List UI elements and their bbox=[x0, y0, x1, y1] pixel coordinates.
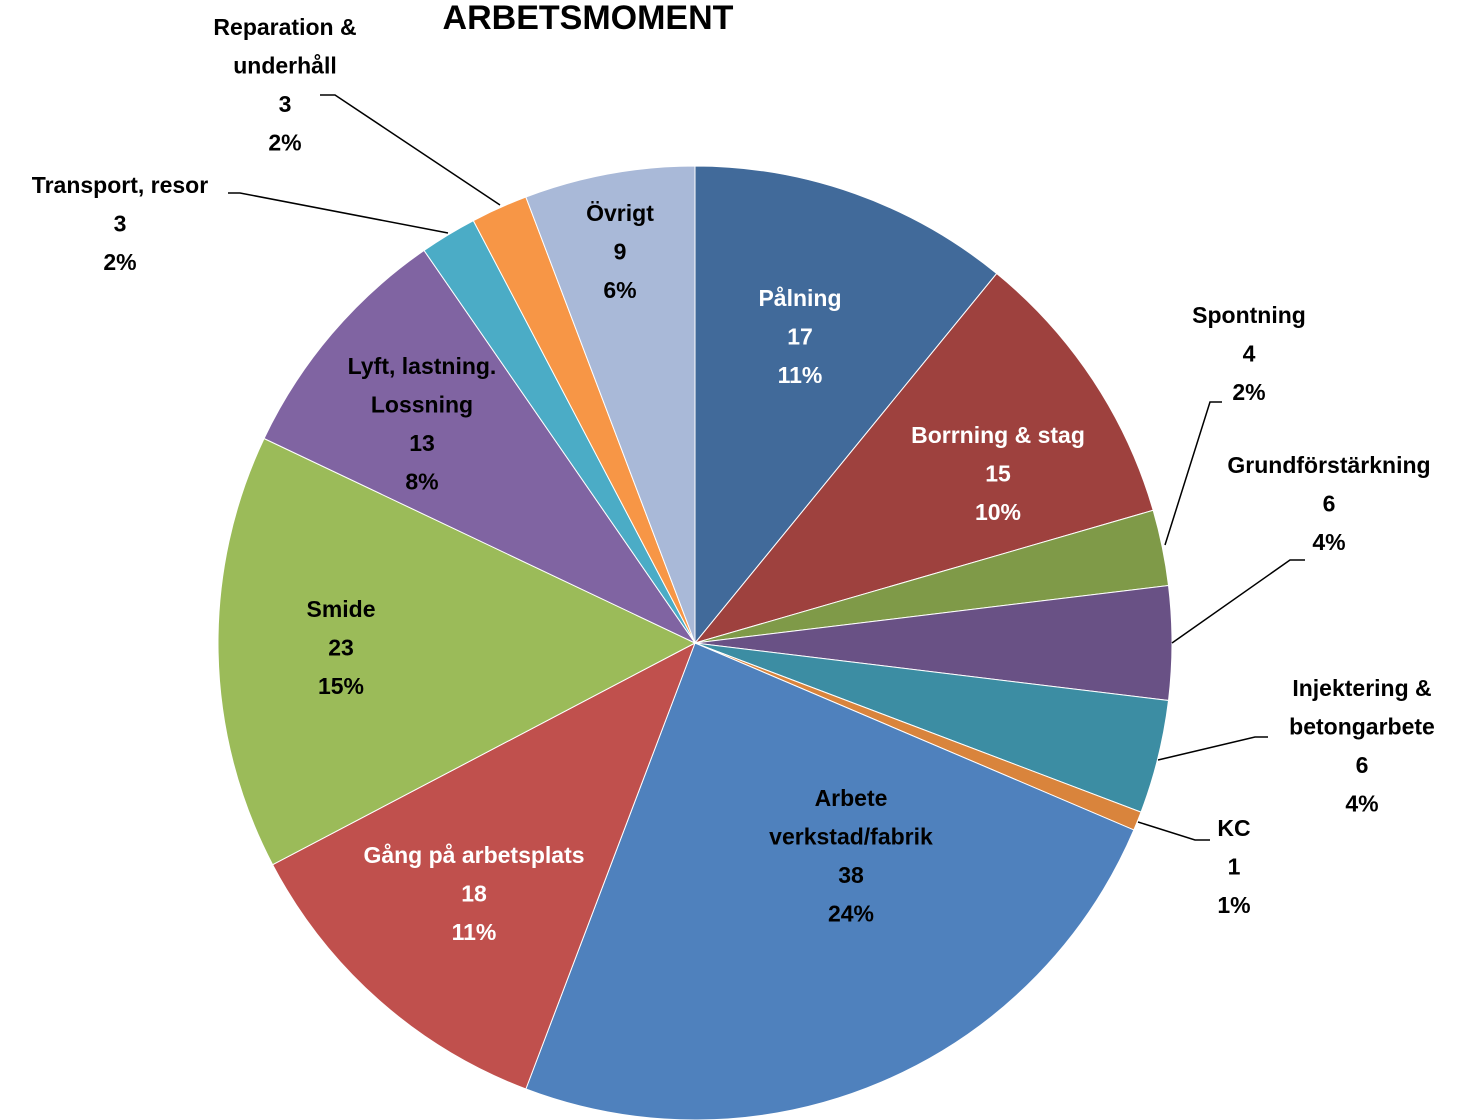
leader-line bbox=[1137, 821, 1210, 841]
value-label: 3 bbox=[279, 91, 292, 117]
category-label: Smide bbox=[306, 596, 375, 622]
value-label: 6 bbox=[1323, 491, 1336, 517]
category-label: Reparation & underhåll bbox=[213, 14, 356, 79]
category-label: Grundförstärkning bbox=[1227, 452, 1430, 478]
percent-label: 2% bbox=[103, 249, 136, 275]
category-label: Spontning bbox=[1192, 302, 1306, 328]
category-label: KC bbox=[1217, 815, 1250, 841]
value-label: 38 bbox=[838, 862, 864, 888]
pie-slice bbox=[263, 249, 697, 645]
percent-label: 2% bbox=[268, 130, 301, 156]
category-label: Gång på arbetsplats bbox=[363, 842, 584, 868]
value-label: 13 bbox=[409, 430, 435, 456]
category-label: Borrning & stag bbox=[911, 422, 1085, 448]
value-label: 15 bbox=[985, 461, 1011, 487]
percent-label: 6% bbox=[603, 277, 636, 303]
category-label: Transport, resor bbox=[32, 172, 208, 198]
leader-line bbox=[1164, 401, 1222, 546]
value-label: 9 bbox=[614, 239, 627, 265]
percent-label: 1% bbox=[1217, 892, 1250, 918]
value-label: 17 bbox=[787, 324, 813, 350]
value-label: 1 bbox=[1228, 854, 1241, 880]
percent-label: 4% bbox=[1312, 529, 1345, 555]
percent-label: 10% bbox=[975, 499, 1021, 525]
percent-label: 15% bbox=[318, 673, 364, 699]
leader-line bbox=[1171, 559, 1305, 644]
pie-slice bbox=[217, 437, 697, 866]
leader-line bbox=[1157, 736, 1268, 761]
category-label: Injektering & betongarbete bbox=[1289, 675, 1435, 740]
leader-line bbox=[228, 192, 449, 234]
pie-slice bbox=[694, 165, 998, 645]
pie-slice bbox=[271, 641, 696, 1090]
slices bbox=[217, 165, 1173, 1120]
pie-slice bbox=[525, 642, 1135, 1120]
value-label: 23 bbox=[328, 635, 354, 661]
pie-slice bbox=[525, 165, 696, 644]
value-label: 6 bbox=[1356, 752, 1369, 778]
category-label: Pålning bbox=[758, 285, 841, 311]
leader-lines bbox=[228, 94, 1305, 841]
pie-slice bbox=[693, 272, 1154, 644]
category-label: Övrigt bbox=[586, 200, 654, 226]
percent-label: 11% bbox=[452, 919, 497, 945]
value-label: 4 bbox=[1243, 341, 1256, 367]
percent-label: 2% bbox=[1232, 379, 1265, 405]
category-label: Arbete verkstad/fabrik bbox=[769, 785, 933, 850]
percent-label: 8% bbox=[405, 469, 438, 495]
percent-label: 24% bbox=[828, 901, 874, 927]
leader-line bbox=[320, 94, 501, 206]
chart-title: ARBETSMOMENT bbox=[443, 0, 734, 37]
value-label: 3 bbox=[114, 211, 127, 237]
value-label: 18 bbox=[461, 881, 487, 907]
category-label: Lyft, lastning. Lossning bbox=[348, 353, 497, 418]
percent-label: 11% bbox=[778, 362, 823, 388]
percent-label: 4% bbox=[1345, 791, 1378, 817]
